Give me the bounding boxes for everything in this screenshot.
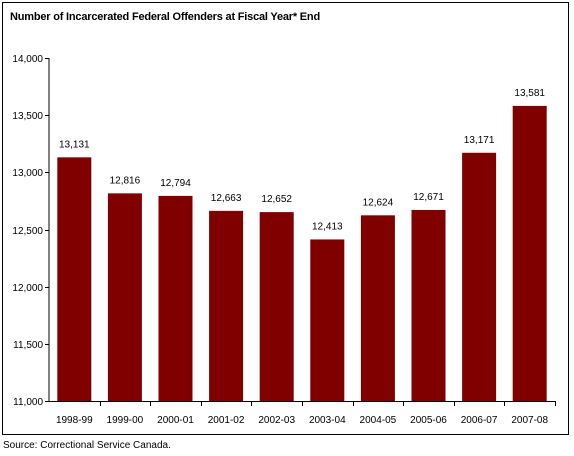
x-tick-label: 1998-99 xyxy=(56,415,93,426)
bar-value-label: 12,671 xyxy=(413,192,444,203)
x-tick-label: 2001-02 xyxy=(208,415,245,426)
x-tick-label: 2003-04 xyxy=(309,415,346,426)
source-note: Source: Correctional Service Canada. xyxy=(3,440,171,451)
x-tick-label: 2006-07 xyxy=(461,415,498,426)
bar xyxy=(57,157,92,401)
bars: 13,131 12,816 12,794 12,663 12,652 12,413 12,6… xyxy=(57,88,547,401)
bar xyxy=(360,215,395,401)
y-tick-label: 13,500 xyxy=(12,111,43,122)
bar-value-label: 12,663 xyxy=(211,193,242,204)
y-tick-label: 12,000 xyxy=(12,283,43,294)
y-tick-label: 11,000 xyxy=(13,397,43,408)
bar xyxy=(512,105,547,401)
bar-value-label: 12,794 xyxy=(160,178,191,189)
bar xyxy=(107,193,142,401)
x-tick-label: 1999-00 xyxy=(107,415,144,426)
chart-title: Number of Incarcerated Federal Offenders… xyxy=(10,11,320,23)
bar xyxy=(209,210,244,401)
bar-value-label: 13,171 xyxy=(464,135,495,146)
x-axis: 1998-99 1999-00 2000-01 2001-02 2002-03 2003-… xyxy=(49,401,556,426)
x-tick-label: 2002-03 xyxy=(258,415,295,426)
bar-value-label: 12,624 xyxy=(363,197,394,208)
bar xyxy=(462,152,497,401)
bar-value-label: 13,131 xyxy=(59,139,90,150)
y-tick-label: 11,500 xyxy=(13,340,43,351)
bar-value-label: 12,816 xyxy=(110,175,141,186)
bar xyxy=(310,239,345,401)
bar xyxy=(158,195,193,401)
y-tick-label: 12,500 xyxy=(12,226,43,237)
y-tick-label: 13,000 xyxy=(12,168,43,179)
x-tick-label: 2000-01 xyxy=(157,415,194,426)
x-tick-label: 2005-06 xyxy=(410,415,447,426)
bar-value-label: 13,581 xyxy=(514,88,545,99)
x-tick-label: 2004-05 xyxy=(360,415,397,426)
bar-value-label: 12,413 xyxy=(312,221,343,232)
y-axis: 11,000 11,500 12,000 12,500 13,000 13,500 14,0… xyxy=(12,54,50,408)
bar xyxy=(259,212,294,401)
y-tick-label: 14,000 xyxy=(12,54,43,65)
x-tick-label: 2007-08 xyxy=(511,415,548,426)
bar-value-label: 12,652 xyxy=(261,194,292,205)
bar xyxy=(411,209,446,401)
